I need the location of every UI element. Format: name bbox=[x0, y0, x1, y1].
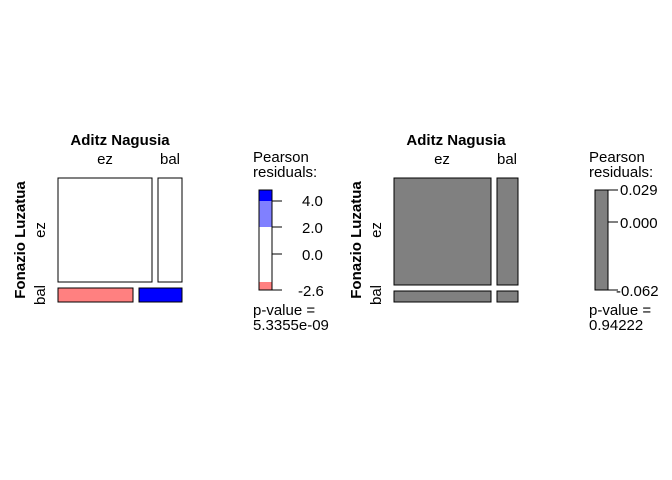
legend-bar-1-frame bbox=[258, 189, 273, 291]
pvalue-value-1: 5.3355e-09 bbox=[253, 317, 329, 334]
y-tick-label-2-bal: bal bbox=[368, 285, 385, 305]
y-axis-title-2: Fonazio Luzatua bbox=[348, 181, 365, 299]
y-tick-label-2-ez: ez bbox=[368, 222, 385, 238]
legend-tick-label-1-d: -2.6 bbox=[298, 283, 324, 300]
mosaic-tile-1-ez-ez bbox=[57, 177, 153, 283]
legend-band-1-mid bbox=[259, 201, 272, 227]
legend-tick-label-1-c: 0.0 bbox=[302, 247, 323, 264]
legend-band-1-negative bbox=[259, 282, 272, 290]
y-tick-label-1-bal: bal bbox=[32, 285, 49, 305]
y-tick-label-1-ez: ez bbox=[32, 222, 49, 238]
x-axis-title-2: Aditz Nagusia bbox=[406, 132, 506, 149]
legend-band-1-neutral bbox=[259, 227, 272, 282]
legend-band-1-high bbox=[259, 190, 272, 201]
mosaic-tile-2-ez-bal bbox=[393, 290, 492, 303]
x-tick-label-1-ez: ez bbox=[97, 151, 113, 168]
legend-title-2-line1: Pearson bbox=[589, 149, 645, 166]
x-axis-title-1: Aditz Nagusia bbox=[70, 132, 170, 149]
legend-tick-label-1-a: 4.0 bbox=[302, 193, 323, 210]
pvalue-label-1: p-value = bbox=[253, 302, 315, 319]
pvalue-label-2: p-value = bbox=[589, 302, 651, 319]
mosaic-tile-1-ez-bal bbox=[57, 287, 134, 303]
legend-title-2-line2: residuals: bbox=[589, 164, 653, 181]
x-tick-label-1-bal: bal bbox=[160, 151, 180, 168]
legend-bar-2 bbox=[594, 189, 609, 291]
mosaic-tile-2-ez-ez bbox=[393, 177, 492, 286]
mosaic-panel-1: Aditz Nagusia ez bal Fonazio Luzatua ez … bbox=[12, 132, 183, 305]
mosaic-tile-2-bal-ez bbox=[496, 177, 519, 286]
legend-tick-label-2-c: -0.062 bbox=[616, 283, 659, 300]
legend-title-1-line2: residuals: bbox=[253, 164, 317, 181]
legend-tick-label-2-b: 0.000 bbox=[620, 215, 658, 232]
mosaic-tile-2-bal-bal bbox=[496, 290, 519, 303]
pvalue-value-2: 0.94222 bbox=[589, 317, 643, 334]
y-axis-title-1: Fonazio Luzatua bbox=[12, 181, 29, 299]
mosaic-tile-1-bal-ez bbox=[157, 177, 183, 283]
mosaic-panel-2: Aditz Nagusia ez bal Fonazio Luzatua ez … bbox=[348, 132, 519, 305]
residual-legend-1: Pearson residuals: 4.0 2.0 0.0 -2.6 p-va… bbox=[253, 149, 329, 334]
residual-legend-2: Pearson residuals: 0.029 0.000 -0.062 p-… bbox=[589, 149, 659, 334]
x-tick-label-2-bal: bal bbox=[497, 151, 517, 168]
legend-title-1-line1: Pearson bbox=[253, 149, 309, 166]
mosaic-tile-1-bal-bal bbox=[138, 287, 183, 303]
x-tick-label-2-ez: ez bbox=[434, 151, 450, 168]
legend-tick-label-2-a: 0.029 bbox=[620, 182, 658, 199]
legend-tick-label-1-b: 2.0 bbox=[302, 220, 323, 237]
